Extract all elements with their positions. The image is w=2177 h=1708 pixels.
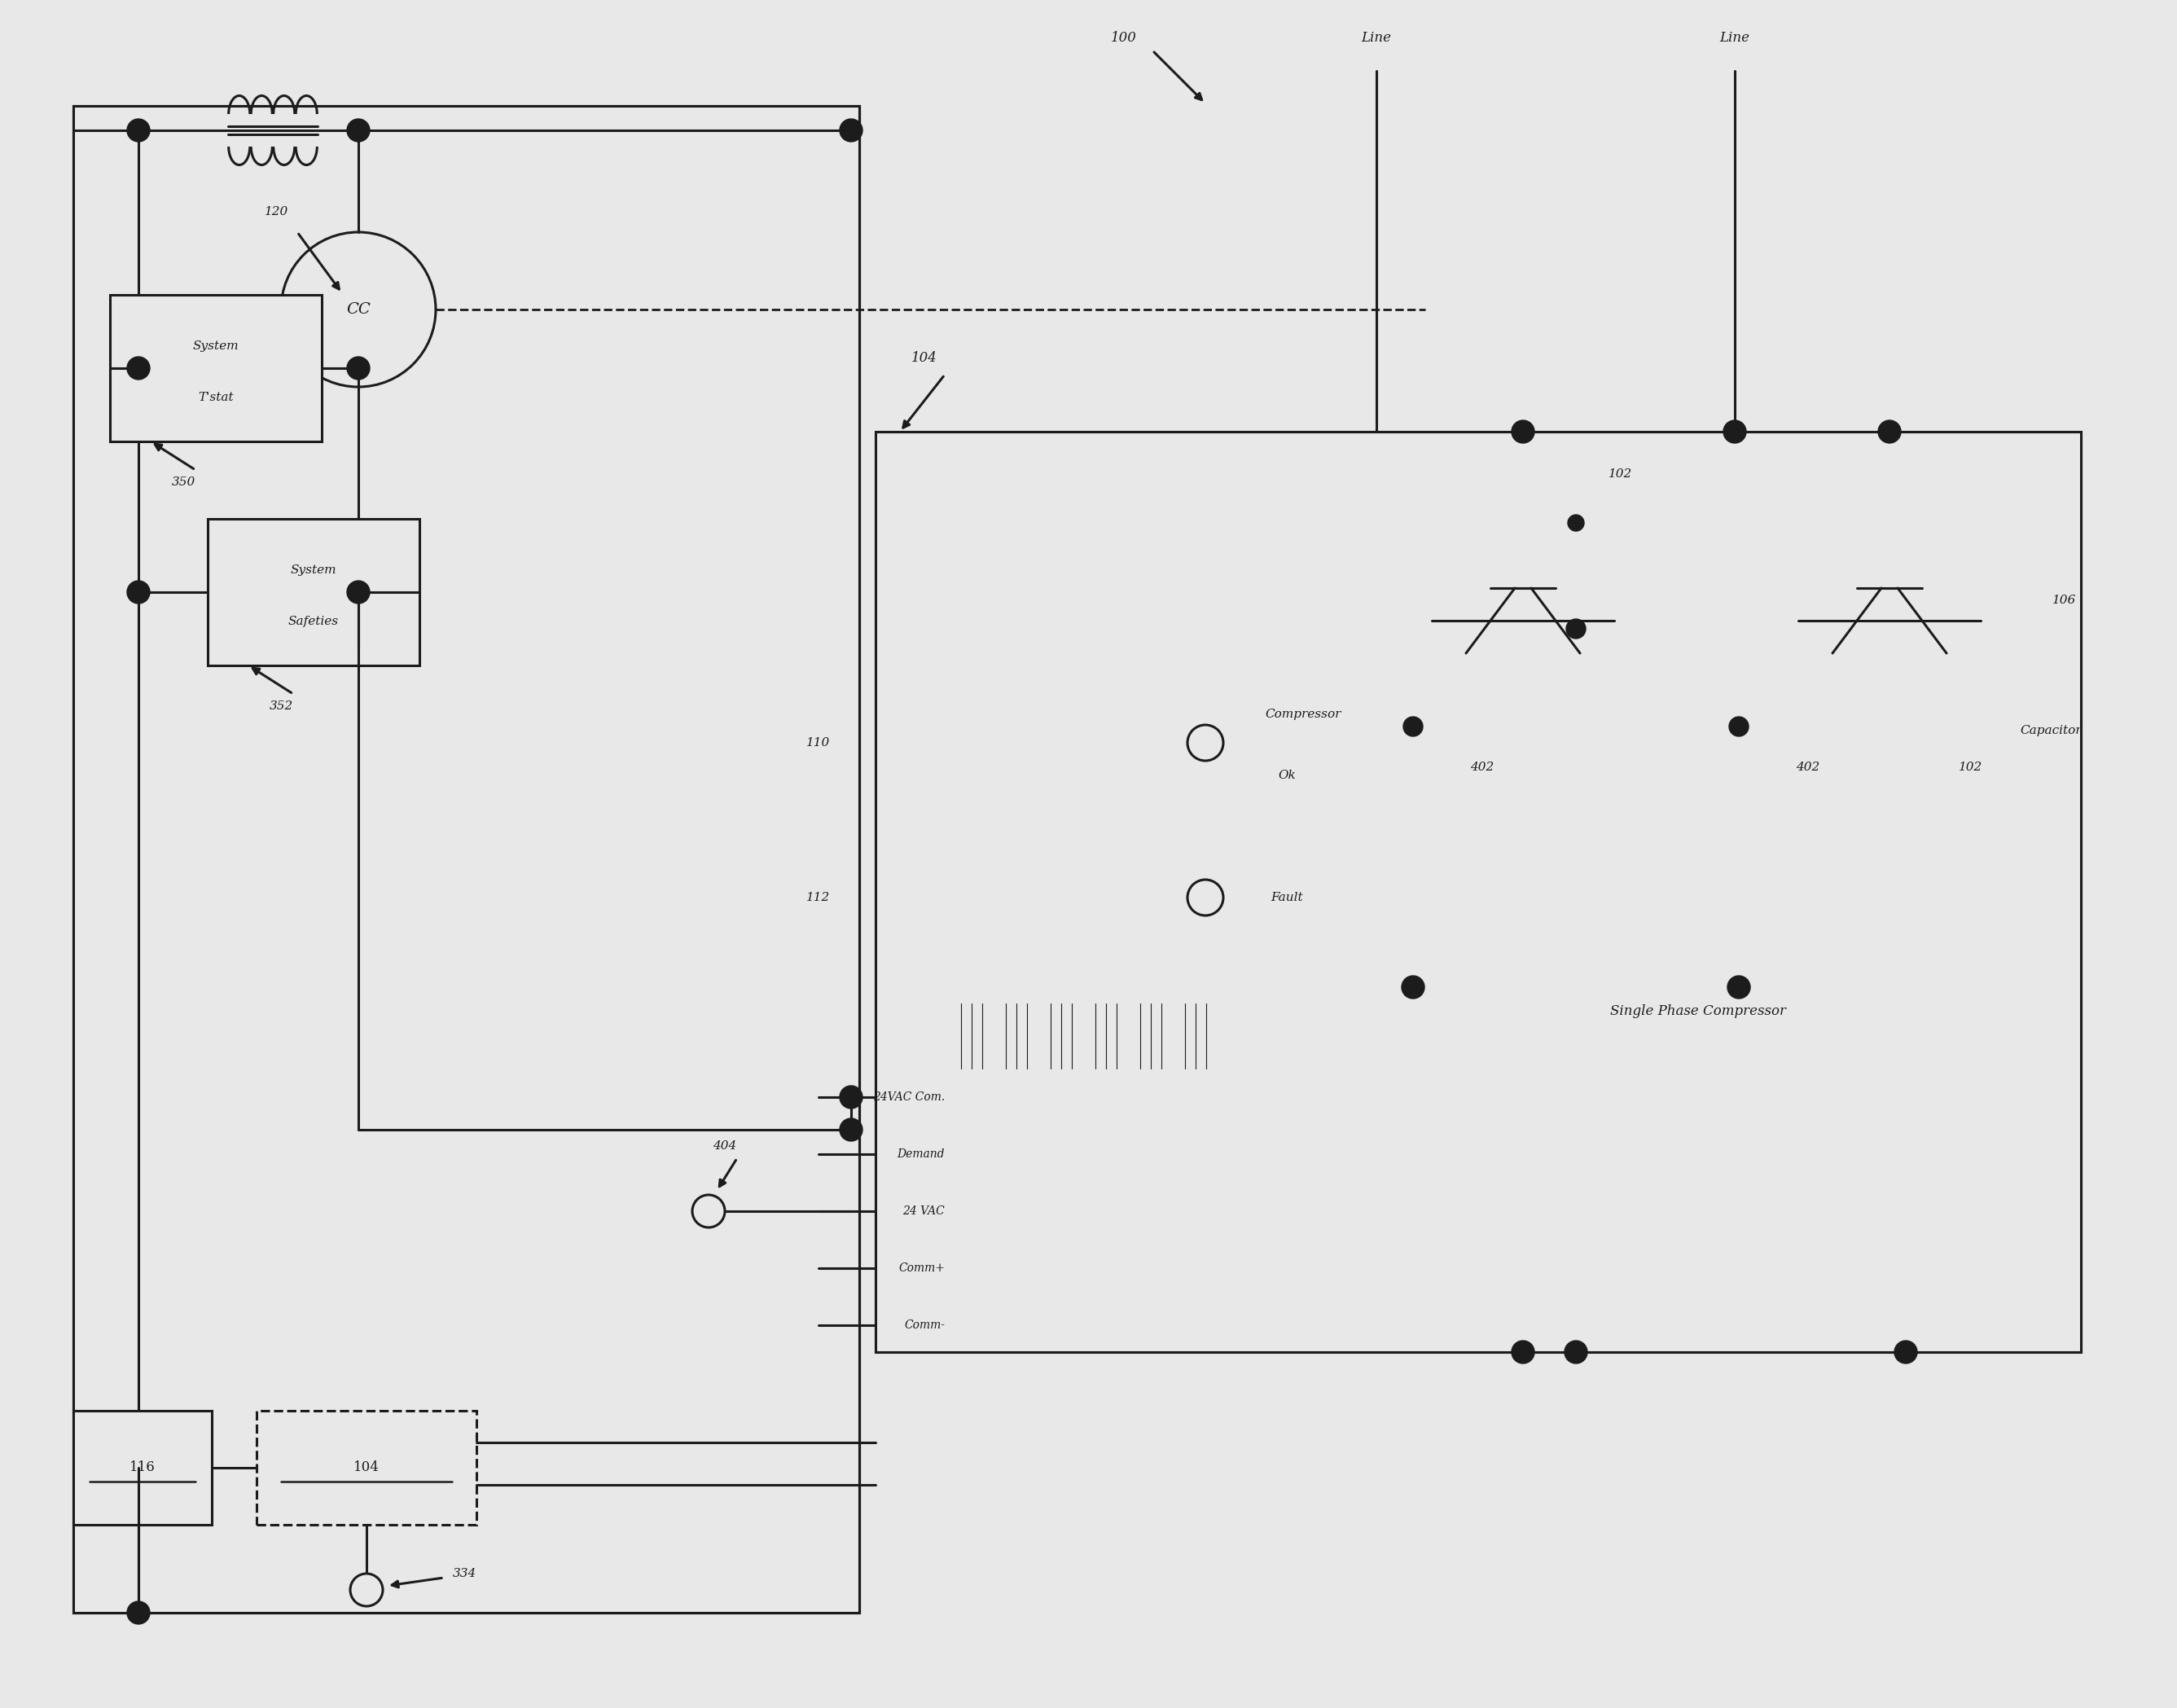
Circle shape <box>1565 618 1585 639</box>
Text: 24VAC Com.: 24VAC Com. <box>873 1091 945 1103</box>
Bar <box>875 432 2081 1353</box>
Circle shape <box>126 1602 150 1624</box>
Circle shape <box>1567 514 1585 531</box>
Text: 106: 106 <box>2053 594 2077 606</box>
Circle shape <box>840 1119 862 1141</box>
Bar <box>207 519 420 666</box>
Bar <box>1898 588 1946 652</box>
Text: T'stat: T'stat <box>198 391 233 403</box>
Text: 402: 402 <box>1796 762 1820 774</box>
Text: Ok: Ok <box>1278 770 1295 781</box>
Circle shape <box>1511 420 1535 442</box>
Circle shape <box>1186 880 1223 915</box>
Circle shape <box>1339 434 1811 905</box>
Text: 120: 120 <box>266 207 290 217</box>
Text: Comm-: Comm- <box>903 1320 945 1331</box>
Text: System: System <box>290 564 337 576</box>
Circle shape <box>1879 420 1901 442</box>
Text: 352: 352 <box>270 700 294 712</box>
Bar <box>1178 999 1221 1073</box>
Bar <box>1043 999 1086 1073</box>
Bar <box>1086 999 1132 1073</box>
Text: 24 VAC: 24 VAC <box>903 1206 945 1216</box>
Circle shape <box>1800 560 2012 772</box>
Bar <box>1465 588 1515 652</box>
Text: 402: 402 <box>1469 762 1493 774</box>
Circle shape <box>1565 1341 1587 1363</box>
Circle shape <box>126 581 150 603</box>
Text: 112: 112 <box>808 892 829 904</box>
Circle shape <box>1759 490 2020 752</box>
Bar <box>954 999 997 1073</box>
Text: 100: 100 <box>1110 31 1136 44</box>
Bar <box>1132 999 1178 1073</box>
Text: Single Phase Compressor: Single Phase Compressor <box>1611 1004 1785 1018</box>
Bar <box>257 1411 477 1525</box>
Text: CC: CC <box>346 302 370 318</box>
Circle shape <box>1726 975 1750 999</box>
Circle shape <box>1404 717 1424 736</box>
Text: 334: 334 <box>453 1568 477 1580</box>
Bar <box>1530 588 1581 652</box>
Circle shape <box>281 232 435 388</box>
Circle shape <box>1511 1341 1535 1363</box>
Text: 102: 102 <box>1609 468 1633 480</box>
Text: 102: 102 <box>1959 762 1983 774</box>
Text: Compressor: Compressor <box>1265 709 1341 721</box>
Text: Fault: Fault <box>1271 892 1304 904</box>
Text: Line: Line <box>1361 31 1391 44</box>
Bar <box>74 106 860 1612</box>
Text: 110: 110 <box>808 738 829 748</box>
Bar <box>74 106 860 1612</box>
Text: 404: 404 <box>712 1141 736 1151</box>
Circle shape <box>1393 490 1652 752</box>
Circle shape <box>1894 1341 1918 1363</box>
Circle shape <box>1186 724 1223 760</box>
Text: Safeties: Safeties <box>287 617 340 627</box>
Bar <box>74 1411 211 1525</box>
Circle shape <box>346 120 370 142</box>
Text: System: System <box>194 340 239 352</box>
Circle shape <box>346 581 370 603</box>
Text: 350: 350 <box>172 477 196 488</box>
Text: 104: 104 <box>912 352 938 366</box>
Circle shape <box>1729 717 1748 736</box>
Text: Comm+: Comm+ <box>899 1262 945 1274</box>
Circle shape <box>840 1086 862 1108</box>
Text: 104: 104 <box>353 1460 379 1474</box>
Bar <box>1339 905 1811 987</box>
Circle shape <box>840 120 862 142</box>
Circle shape <box>126 120 150 142</box>
Bar <box>1833 588 1881 652</box>
Circle shape <box>350 1573 383 1606</box>
Text: Capacitor: Capacitor <box>2020 724 2081 736</box>
Bar <box>111 295 322 441</box>
Circle shape <box>692 1196 725 1228</box>
Bar <box>1548 523 1604 588</box>
Text: 116: 116 <box>131 1460 155 1474</box>
Circle shape <box>346 357 370 379</box>
Circle shape <box>1402 975 1424 999</box>
Circle shape <box>126 357 150 379</box>
Circle shape <box>1724 420 1746 442</box>
Bar <box>997 999 1043 1073</box>
Text: Demand: Demand <box>897 1148 945 1160</box>
Text: Line: Line <box>1720 31 1750 44</box>
Bar <box>875 432 2081 1353</box>
Bar <box>74 106 860 1612</box>
